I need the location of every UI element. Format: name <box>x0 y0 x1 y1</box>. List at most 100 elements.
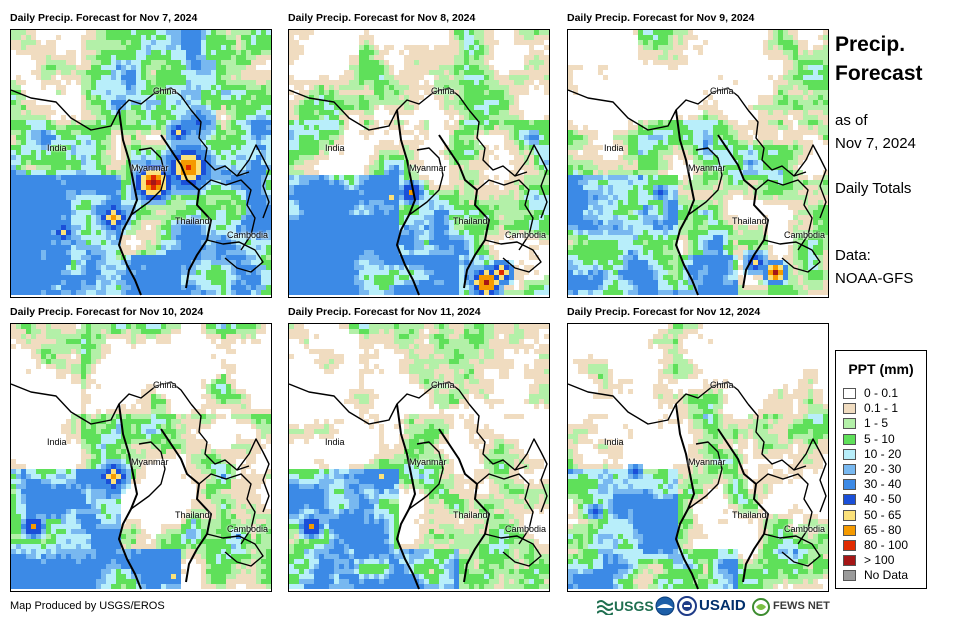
country-label-cambodia: Cambodia <box>784 524 826 534</box>
panel-title: Daily Precip. Forecast for Nov 10, 2024 <box>10 306 204 318</box>
country-borders <box>568 381 827 590</box>
as-of-label: as of <box>835 112 868 129</box>
forecast-panel-nov-9: Daily Precip. Forecast for Nov 9, 2024 Ch… <box>567 12 847 302</box>
country-label-india: India <box>47 437 67 447</box>
country-label-india: India <box>325 143 345 153</box>
legend-label: 40 - 50 <box>864 492 902 507</box>
country-label-cambodia: Cambodia <box>505 524 547 534</box>
precip-raster <box>11 30 271 296</box>
forecast-panel-nov-11: Daily Precip. Forecast for Nov 11, 2024 C… <box>288 306 568 596</box>
data-source: NOAA-GFS <box>835 270 914 287</box>
country-label-cambodia: Cambodia <box>784 230 826 240</box>
precip-map: China India Myanmar Thailand Cambodia <box>288 29 550 298</box>
panel-title: Daily Precip. Forecast for Nov 7, 2024 <box>10 12 198 24</box>
legend-swatch <box>843 433 856 445</box>
country-label-china: China <box>153 380 177 390</box>
country-borders <box>289 87 548 296</box>
precip-raster <box>568 324 828 590</box>
country-label-india: India <box>47 143 67 153</box>
legend-swatch <box>843 403 856 415</box>
country-label-cambodia: Cambodia <box>227 524 269 534</box>
country-label-india: India <box>325 437 345 447</box>
legend-swatch <box>843 509 856 521</box>
country-label-thailand: Thailand <box>175 510 210 520</box>
map-credit: Map Produced by USGS/EROS <box>10 600 165 612</box>
legend-swatch <box>843 479 856 491</box>
precip-map: China India Myanmar Thailand Cambodia <box>567 29 829 298</box>
legend-label: 65 - 80 <box>864 522 902 537</box>
legend-label: 50 - 65 <box>864 507 902 522</box>
dos-seal-logo <box>677 596 697 618</box>
legend-swatch <box>843 494 856 506</box>
legend-label: 0 - 0.1 <box>864 386 899 400</box>
legend-swatch <box>843 388 856 399</box>
precip-raster <box>568 30 828 296</box>
legend-swatch <box>843 418 856 430</box>
panel-title: Daily Precip. Forecast for Nov 9, 2024 <box>567 12 755 24</box>
country-label-myanmar: Myanmar <box>688 457 726 467</box>
country-label-china: China <box>431 380 455 390</box>
usgs-logo-text: USGS <box>614 598 654 614</box>
precip-map: China India Myanmar Thailand Cambodia <box>10 323 272 592</box>
country-label-cambodia: Cambodia <box>227 230 269 240</box>
country-label-china: China <box>710 380 734 390</box>
country-label-myanmar: Myanmar <box>688 163 726 173</box>
fewsnet-logo-text: FEWS NET <box>773 600 830 612</box>
legend-label: 0.1 - 1 <box>864 401 899 416</box>
forecast-panel-nov-7: Daily Precip. Forecast for Nov 7, 2024 Ch… <box>10 12 290 302</box>
country-label-india: India <box>604 143 624 153</box>
forecast-panel-nov-12: Daily Precip. Forecast for Nov 12, 2024 C… <box>567 306 847 596</box>
noaa-logo <box>655 596 675 618</box>
legend-label: 20 - 30 <box>864 462 902 476</box>
panel-title: Daily Precip. Forecast for Nov 11, 2024 <box>288 306 481 318</box>
noaa-seal-icon <box>655 596 675 616</box>
as-of-date: Nov 7, 2024 <box>835 135 916 152</box>
legend-label: 30 - 40 <box>864 477 902 492</box>
usaid-logo-text: USAID <box>699 597 746 614</box>
country-label-myanmar: Myanmar <box>131 163 169 173</box>
partner-logos: USGS USAID FEWS NET <box>597 596 830 618</box>
usgs-wave-icon <box>597 600 613 615</box>
usgs-logo: USGS <box>597 596 654 618</box>
legend-label: No Data <box>864 568 909 583</box>
country-borders <box>289 381 548 590</box>
title-line-2: Forecast <box>835 62 923 85</box>
legend-label: 10 - 20 <box>864 446 902 461</box>
country-borders <box>11 87 270 296</box>
usaid-logo: USAID <box>699 596 749 618</box>
country-label-myanmar: Myanmar <box>131 457 169 467</box>
country-label-india: India <box>604 437 624 447</box>
precip-raster <box>289 324 549 590</box>
usaid-seal-icon <box>677 596 697 616</box>
sidebar-title: Precip. Forecast <box>835 30 923 88</box>
legend-swatch <box>843 555 856 567</box>
fewsnet-globe-icon <box>752 598 770 616</box>
panel-title: Daily Precip. Forecast for Nov 12, 2024 <box>567 306 761 318</box>
forecast-panel-nov-10: Daily Precip. Forecast for Nov 10, 2024 C… <box>10 306 290 596</box>
precip-map: China India Myanmar Thailand Cambodia <box>288 323 550 592</box>
legend-title: PPT (mm) <box>848 361 914 377</box>
title-line-1: Precip. <box>835 33 906 56</box>
legend-swatch <box>843 524 856 536</box>
precip-map: China India Myanmar Thailand Cambodia <box>10 29 272 298</box>
forecast-panel-nov-8: Daily Precip. Forecast for Nov 8, 2024 Ch… <box>288 12 568 302</box>
fewsnet-logo: FEWS NET <box>752 596 830 618</box>
country-label-thailand: Thailand <box>453 216 488 226</box>
country-label-china: China <box>431 86 455 96</box>
country-label-china: China <box>710 86 734 96</box>
country-label-thailand: Thailand <box>732 510 767 520</box>
daily-totals-label: Daily Totals <box>835 180 912 197</box>
country-label-thailand: Thailand <box>453 510 488 520</box>
data-label: Data: <box>835 247 871 264</box>
legend-swatch <box>843 448 856 460</box>
country-borders <box>11 381 270 590</box>
country-label-china: China <box>153 86 177 96</box>
legend-swatch <box>843 540 856 551</box>
legend-swatch <box>843 570 856 582</box>
legend-label: 80 - 100 <box>864 538 909 552</box>
panel-title: Daily Precip. Forecast for Nov 8, 2024 <box>288 12 476 24</box>
country-label-thailand: Thailand <box>175 216 210 226</box>
country-label-myanmar: Myanmar <box>409 163 447 173</box>
country-label-cambodia: Cambodia <box>505 230 547 240</box>
